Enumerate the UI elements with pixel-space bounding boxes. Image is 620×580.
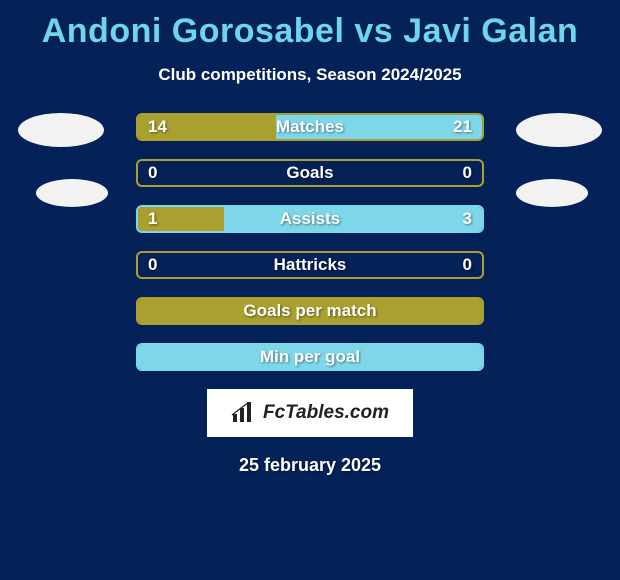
- stat-label: Matches: [138, 117, 482, 137]
- logo-text: FcTables.com: [263, 402, 389, 424]
- stat-label: Goals per match: [138, 301, 482, 321]
- title-vs: vs: [354, 12, 393, 50]
- avatar-column-right: [516, 113, 602, 207]
- stat-row: 1421Matches: [136, 113, 484, 141]
- stat-row: 00Goals: [136, 159, 484, 187]
- fctables-logo: FcTables.com: [207, 389, 413, 437]
- stat-row: Goals per match: [136, 297, 484, 325]
- avatar-column-left: [18, 113, 108, 207]
- stat-label: Assists: [138, 209, 482, 229]
- comparison-title: Andoni Gorosabel vs Javi Galan: [0, 0, 620, 51]
- player1-name: Andoni Gorosabel: [42, 12, 345, 50]
- logo-bars-icon: [231, 402, 257, 424]
- stat-label: Hattricks: [138, 255, 482, 275]
- stat-label: Goals: [138, 163, 482, 183]
- stat-label: Min per goal: [138, 347, 482, 367]
- player2-club-placeholder: [516, 179, 588, 207]
- player2-avatar-placeholder: [516, 113, 602, 147]
- date-text: 25 february 2025: [0, 455, 620, 476]
- stat-row: 13Assists: [136, 205, 484, 233]
- subtitle: Club competitions, Season 2024/2025: [0, 65, 620, 85]
- stat-row: Min per goal: [136, 343, 484, 371]
- player1-club-placeholder: [36, 179, 108, 207]
- player2-name: Javi Galan: [403, 12, 578, 50]
- stat-bars: 1421Matches 00Goals 13Assists 00Hattricks Go…: [136, 113, 484, 371]
- chart-area: 1421Matches 00Goals 13Assists 00Hattricks Go…: [0, 113, 620, 371]
- player1-avatar-placeholder: [18, 113, 104, 147]
- stat-row: 00Hattricks: [136, 251, 484, 279]
